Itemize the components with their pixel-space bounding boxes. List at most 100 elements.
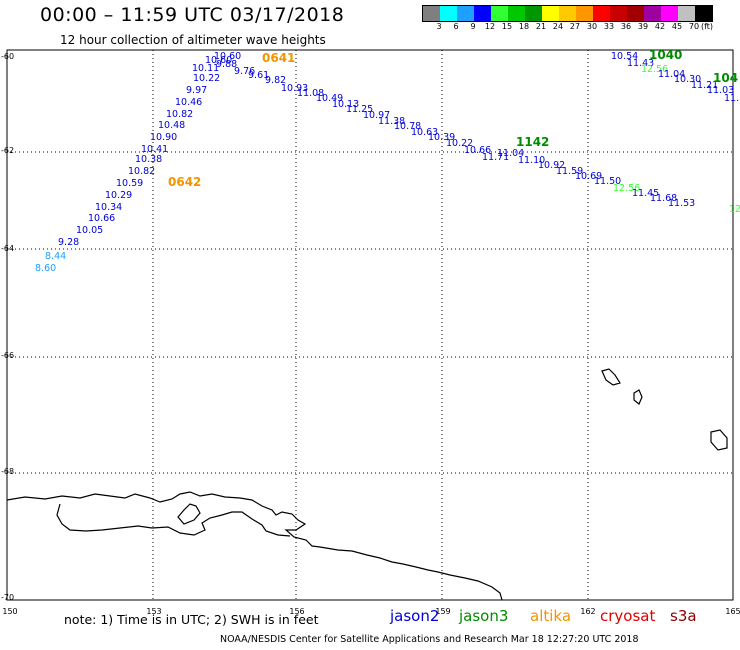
- y-tick-label: -60: [1, 52, 14, 61]
- color-scale-bar: [422, 5, 713, 22]
- wave-height-value: 11.71: [482, 152, 509, 163]
- color-swatch: [457, 6, 474, 21]
- color-swatch: [525, 6, 542, 21]
- y-tick-label: -68: [1, 467, 14, 476]
- x-tick-label: 156: [289, 607, 304, 616]
- x-tick-label: 162: [580, 607, 595, 616]
- color-scale-label: 27: [569, 22, 581, 31]
- x-tick-label: 150: [2, 607, 17, 616]
- satellite-legend-item: s3a: [670, 607, 697, 625]
- wave-height-value: 8.60: [35, 263, 56, 274]
- wave-height-value: 10.63: [411, 127, 438, 138]
- wave-height-value: 11.38: [378, 116, 405, 127]
- wave-height-value: 10.46: [175, 97, 202, 108]
- wave-height-value: 11.04: [497, 148, 524, 159]
- axis-tick-labels: 150 153 156 159 162 165 -60 -62 -64 -66 -68 -70: [1, 52, 740, 616]
- wave-height-value: 11.: [724, 93, 739, 104]
- color-scale-labels: 3 6 9 12 15 18 21 24 27 30 33 36 39 42 45 70 (ft): [422, 22, 732, 32]
- wave-height-value: 10.93: [281, 83, 308, 94]
- color-scale-label: 3: [436, 22, 442, 31]
- wave-height-value: 10.41: [141, 144, 168, 155]
- map-frame: [6, 49, 734, 601]
- color-scale-label: 70: [688, 22, 700, 31]
- color-swatch: [423, 6, 440, 21]
- color-swatch: [576, 6, 593, 21]
- color-swatch: [678, 6, 695, 21]
- time-label: 1142: [516, 135, 549, 149]
- footnote: note: 1) Time is in UTC; 2) SWH is in fe…: [64, 612, 319, 627]
- wave-height-value: 12.56: [613, 183, 640, 194]
- wave-height-value: 10.90: [150, 132, 177, 143]
- wave-height-value: 10.39: [428, 132, 455, 143]
- color-swatch: [644, 6, 661, 21]
- wave-height-value: 9.97: [186, 85, 207, 96]
- wave-height-value: 11.03: [707, 85, 734, 96]
- wave-height-value: 11.10: [518, 155, 545, 166]
- coastline-peninsula: [177, 503, 201, 525]
- color-scale-label: 24: [552, 22, 564, 31]
- island-1: [601, 368, 621, 386]
- wave-height-value: 9.76: [234, 66, 255, 77]
- wave-height-value: 8.44: [45, 251, 66, 262]
- color-swatch: [559, 6, 576, 21]
- wave-height-value: 9.61: [248, 70, 269, 81]
- coastline-inlet: [56, 503, 291, 537]
- y-tick-label: -62: [1, 146, 14, 155]
- wave-height-value: 10.13: [332, 99, 359, 110]
- wave-height-value: 11.04: [658, 69, 685, 80]
- satellite-legend-item: jason2: [390, 607, 440, 625]
- time-label: 0641: [262, 51, 295, 65]
- x-tick-label: 153: [146, 607, 161, 616]
- color-scale-label: 36: [620, 22, 632, 31]
- color-swatch: [474, 6, 491, 21]
- color-swatch: [593, 6, 610, 21]
- time-label: 1040: [649, 48, 682, 62]
- coastline: [6, 491, 503, 601]
- color-swatch: [695, 6, 712, 21]
- color-scale-label: 15: [501, 22, 513, 31]
- time-labels: 0641 0642 1040 104 1142: [168, 48, 738, 189]
- color-scale-label: 12: [484, 22, 496, 31]
- credit-line: NOAA/NESDIS Center for Satellite Applica…: [220, 634, 639, 645]
- time-label: 0642: [168, 175, 201, 189]
- x-tick-label: 165: [725, 607, 740, 616]
- wave-height-value: 10.92: [538, 160, 565, 171]
- wave-height-value: 12: [729, 204, 740, 215]
- wave-height-value: 10.69: [575, 171, 602, 182]
- color-scale-label: 33: [603, 22, 615, 31]
- wave-height-value: 9.88: [216, 59, 237, 70]
- color-swatch: [610, 6, 627, 21]
- wave-height-value: 10.66: [88, 213, 115, 224]
- time-label: 104: [713, 71, 738, 85]
- y-tick-label: -66: [1, 351, 14, 360]
- wave-height-value: 10.22: [446, 138, 473, 149]
- color-scale-label: 6: [453, 22, 459, 31]
- wave-height-value: 10.30: [674, 74, 701, 85]
- wave-height-value: 10.60: [214, 51, 241, 62]
- wave-height-value: 10.05: [76, 225, 103, 236]
- wave-height-value: 10.22: [193, 73, 220, 84]
- color-scale-label: 42: [654, 22, 666, 31]
- wave-height-value: 11.50: [594, 176, 621, 187]
- wave-height-value: 10.97: [363, 110, 390, 121]
- color-scale-label: 30: [586, 22, 598, 31]
- wave-track-a: 8.608.449.2810.0510.6610.3410.2910.5910.…: [35, 51, 740, 274]
- wave-height-value: 10.54: [611, 51, 638, 62]
- map-grid: [7, 50, 733, 600]
- wave-height-value: 10.11: [192, 63, 219, 74]
- color-swatch: [542, 6, 559, 21]
- x-tick-label: 159: [435, 607, 450, 616]
- wave-height-value: 11.53: [668, 198, 695, 209]
- color-scale-label: (ft): [700, 22, 714, 31]
- chart-title: 00:00 – 11:59 UTC 03/17/2018: [40, 4, 345, 26]
- color-scale-label: 45: [671, 22, 683, 31]
- color-swatch: [440, 6, 457, 21]
- island-2: [633, 389, 643, 405]
- satellite-legend-item: jason3: [459, 607, 509, 625]
- wave-height-value: 10.38: [135, 154, 162, 165]
- chart-subtitle: 12 hour collection of altimeter wave hei…: [60, 33, 326, 47]
- wave-height-value: 10.60: [205, 55, 232, 66]
- wave-height-value: 10.29: [105, 190, 132, 201]
